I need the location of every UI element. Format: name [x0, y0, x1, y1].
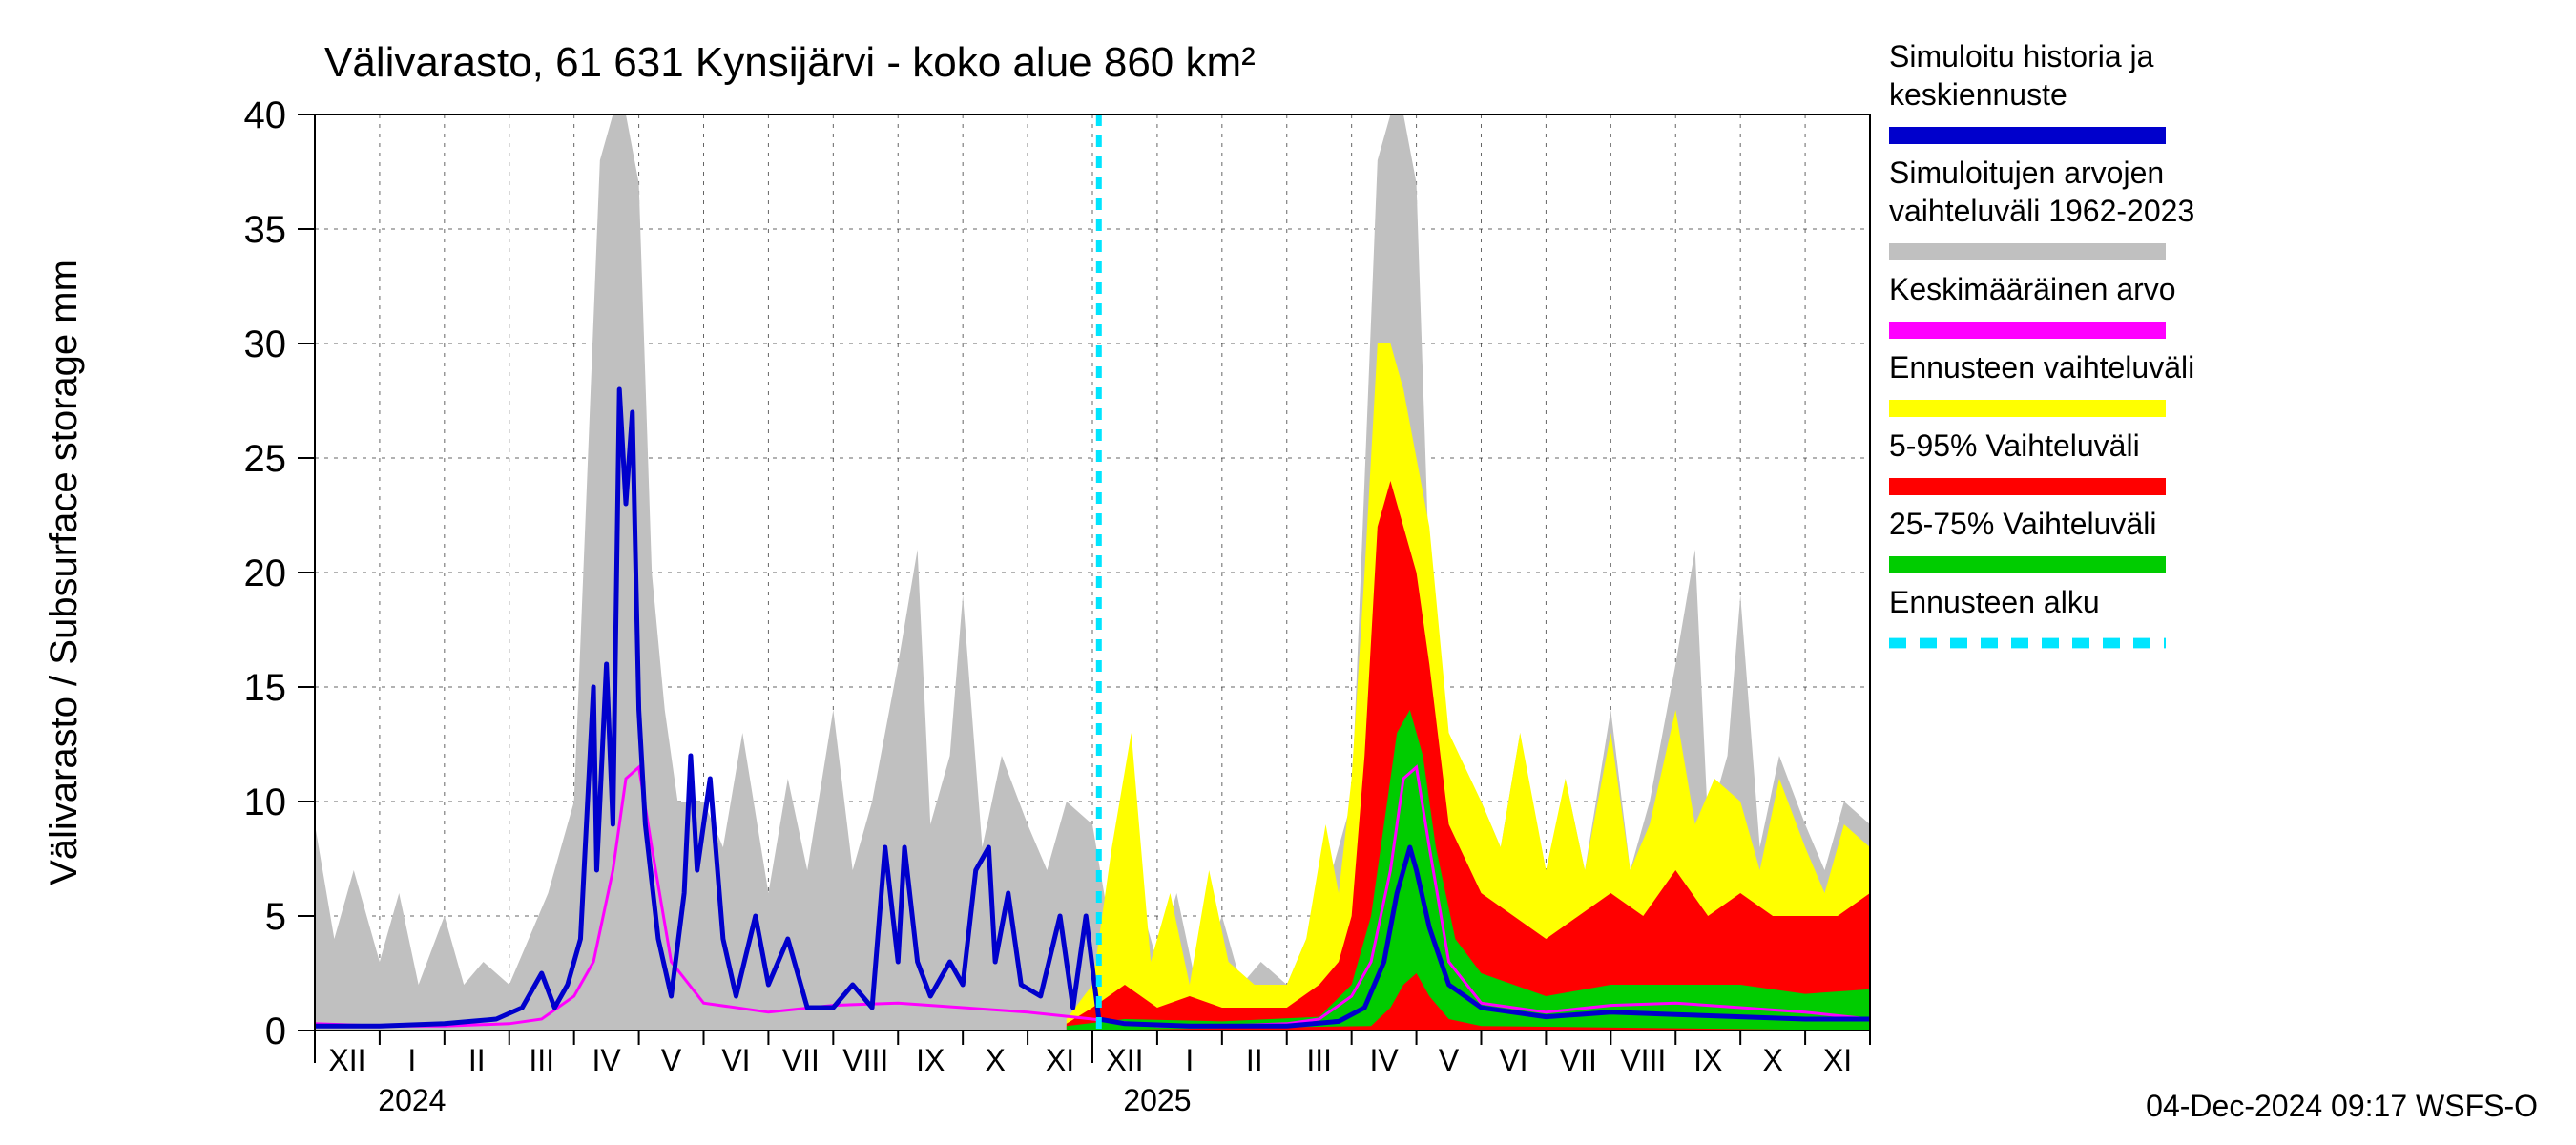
x-tick-label: III: [1306, 1043, 1332, 1077]
legend-label: vaihteluväli 1962-2023: [1889, 194, 2194, 228]
legend-label: Ennusteen alku: [1889, 585, 2100, 619]
x-tick-label: IV: [592, 1043, 622, 1077]
y-tick-label: 15: [244, 667, 287, 709]
x-tick-label: X: [1762, 1043, 1782, 1077]
x-tick-label: II: [468, 1043, 486, 1077]
legend-swatch: [1889, 243, 2166, 260]
chart-container: Välivarasto / Subsurface storage mm Väliv…: [0, 0, 2576, 1145]
y-tick-label: 40: [244, 94, 287, 136]
x-tick-label: X: [985, 1043, 1005, 1077]
y-tick-label: 35: [244, 209, 287, 251]
x-tick-label: III: [529, 1043, 554, 1077]
y-tick-label: 25: [244, 438, 287, 480]
chart-title: Välivarasto, 61 631 Kynsijärvi - koko al…: [324, 39, 1256, 86]
y-tick-label: 5: [265, 896, 286, 938]
x-tick-label: VIII: [1620, 1043, 1666, 1077]
legend-swatch: [1889, 478, 2166, 495]
legend-label: Simuloitu historia ja: [1889, 39, 2154, 73]
x-tick-label: II: [1246, 1043, 1263, 1077]
legend-label: keskiennuste: [1889, 77, 2067, 112]
x-tick-label: V: [661, 1043, 682, 1077]
legend-swatch: [1889, 400, 2166, 417]
y-tick-label: 20: [244, 552, 287, 594]
y-tick-label: 30: [244, 323, 287, 365]
chart-footer: 04-Dec-2024 09:17 WSFS-O: [2146, 1089, 2538, 1123]
x-tick-label: VI: [721, 1043, 750, 1077]
x-tick-label: IV: [1370, 1043, 1400, 1077]
x-tick-label: IX: [916, 1043, 945, 1077]
chart-svg: Välivarasto / Subsurface storage mm Väliv…: [0, 0, 2576, 1145]
y-axis-label: Välivarasto / Subsurface storage mm: [43, 260, 85, 885]
legend-label: 5-95% Vaihteluväli: [1889, 428, 2140, 463]
legend-label: Ennusteen vaihteluväli: [1889, 350, 2194, 385]
x-tick-label: XII: [1106, 1043, 1143, 1077]
legend-label: 25-75% Vaihteluväli: [1889, 507, 2156, 541]
x-tick-label: I: [407, 1043, 416, 1077]
x-tick-label: VI: [1499, 1043, 1527, 1077]
legend-label: Keskimääräinen arvo: [1889, 272, 2176, 306]
y-tick-label: 10: [244, 781, 287, 823]
x-tick-label: VIII: [842, 1043, 888, 1077]
y-tick-label: 0: [265, 1010, 286, 1052]
legend-label: Simuloitujen arvojen: [1889, 156, 2164, 190]
year-label: 2024: [378, 1083, 446, 1117]
legend-swatch: [1889, 556, 2166, 573]
x-tick-label: V: [1439, 1043, 1460, 1077]
x-tick-label: VII: [782, 1043, 820, 1077]
x-tick-label: I: [1185, 1043, 1194, 1077]
x-tick-label: XII: [328, 1043, 365, 1077]
x-tick-label: XI: [1046, 1043, 1074, 1077]
x-tick-label: XI: [1823, 1043, 1852, 1077]
x-tick-label: VII: [1560, 1043, 1597, 1077]
year-label: 2025: [1123, 1083, 1191, 1117]
x-tick-label: IX: [1693, 1043, 1722, 1077]
